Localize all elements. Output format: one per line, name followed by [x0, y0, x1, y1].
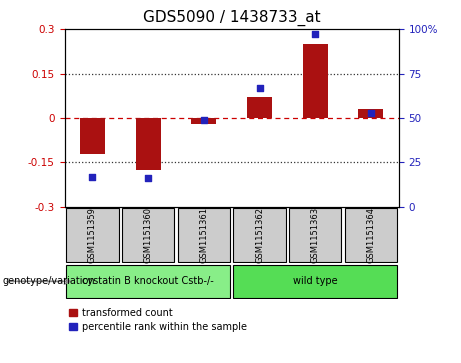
Bar: [358, 109, 384, 118]
Point: [89, 174, 96, 180]
Bar: [177, 208, 230, 262]
Bar: [233, 265, 397, 298]
Bar: [303, 44, 328, 118]
Text: GSM1151364: GSM1151364: [366, 207, 375, 263]
Bar: [345, 208, 397, 262]
Point: [312, 32, 319, 37]
Text: GSM1151359: GSM1151359: [88, 207, 97, 263]
Bar: [66, 265, 230, 298]
Text: wild type: wild type: [293, 276, 337, 286]
Legend: transformed count, percentile rank within the sample: transformed count, percentile rank withi…: [70, 308, 247, 332]
Title: GDS5090 / 1438733_at: GDS5090 / 1438733_at: [143, 10, 320, 26]
Point: [256, 85, 263, 91]
Point: [367, 110, 375, 115]
Text: GSM1151363: GSM1151363: [311, 207, 320, 263]
Text: GSM1151361: GSM1151361: [199, 207, 208, 263]
Bar: [80, 118, 105, 154]
Bar: [247, 97, 272, 118]
Text: cystatin B knockout Cstb-/-: cystatin B knockout Cstb-/-: [82, 276, 214, 286]
Point: [200, 117, 207, 123]
Bar: [136, 118, 160, 170]
Point: [144, 176, 152, 182]
Bar: [66, 208, 118, 262]
Bar: [289, 208, 342, 262]
Bar: [191, 118, 216, 124]
Text: genotype/variation: genotype/variation: [2, 276, 95, 286]
Bar: [233, 208, 286, 262]
Text: GSM1151362: GSM1151362: [255, 207, 264, 263]
Text: GSM1151360: GSM1151360: [143, 207, 153, 263]
Bar: [122, 208, 174, 262]
